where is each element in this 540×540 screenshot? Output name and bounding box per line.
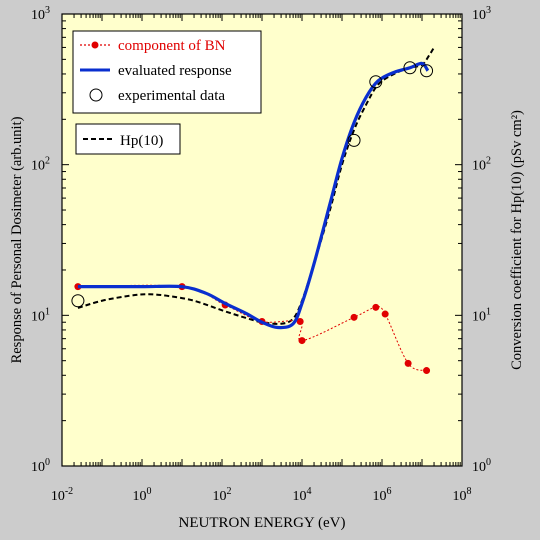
tick-labels: 10-2 100 102 104 106 108100101102103100101102…	[31, 5, 491, 504]
y2-tick-label: 103	[472, 5, 491, 23]
x-tick-label: 108	[453, 486, 472, 504]
data-point-bn	[404, 359, 412, 367]
y-tick-label: 100	[31, 457, 50, 475]
legend-label-bn: component of BN	[118, 38, 226, 54]
data-point-bn	[423, 367, 431, 375]
x-tick-label: 10-2	[51, 486, 73, 504]
y-axis-label: Response of Personal Dosimeter (arb.unit…	[9, 116, 25, 363]
data-point-bn	[372, 303, 380, 311]
x-axis-label: NEUTRON ENERGY (eV)	[179, 515, 346, 531]
data-point-bn	[298, 337, 306, 345]
legend-swatch-bn-marker	[91, 41, 99, 49]
y2-tick-label: 101	[472, 306, 491, 324]
legend-hp10: Hp(10)	[75, 123, 181, 155]
data-point-experimental	[347, 133, 361, 147]
legend: component of BN evaluated response exper…	[72, 30, 262, 114]
axis-ticks	[61, 14, 462, 467]
legend-label-hp10: Hp(10)	[120, 133, 163, 149]
legend-label-evaluated: evaluated response	[118, 63, 232, 79]
data-point-experimental	[369, 75, 383, 89]
data-point-bn	[350, 313, 358, 321]
plot-frame	[61, 13, 463, 467]
data-point-experimental	[420, 64, 434, 78]
y-tick-label: 101	[31, 306, 50, 324]
data-point-bn	[296, 318, 304, 326]
x-tick-label: 104	[293, 486, 312, 504]
x-tick-label: 106	[373, 486, 392, 504]
data-point-bn	[381, 310, 389, 318]
series-line-bn	[77, 284, 427, 372]
y-tick-label: 102	[31, 156, 50, 174]
y2-tick-label: 100	[472, 457, 491, 475]
series-layer	[71, 46, 435, 375]
y2-tick-label: 102	[472, 156, 491, 174]
legend-label-experimental: experimental data	[118, 88, 225, 104]
y2-axis-label: Conversion coefficient for Hp(10) (pSv c…	[509, 110, 525, 370]
data-point-bn	[74, 283, 82, 291]
y-tick-label: 103	[31, 5, 50, 23]
data-point-experimental	[403, 61, 417, 75]
x-tick-label: 102	[213, 486, 232, 504]
data-point-experimental	[71, 294, 85, 308]
legend-swatch-experimental	[89, 88, 103, 102]
x-tick-label: 100	[133, 486, 152, 504]
series-line-evaluated	[77, 61, 430, 330]
